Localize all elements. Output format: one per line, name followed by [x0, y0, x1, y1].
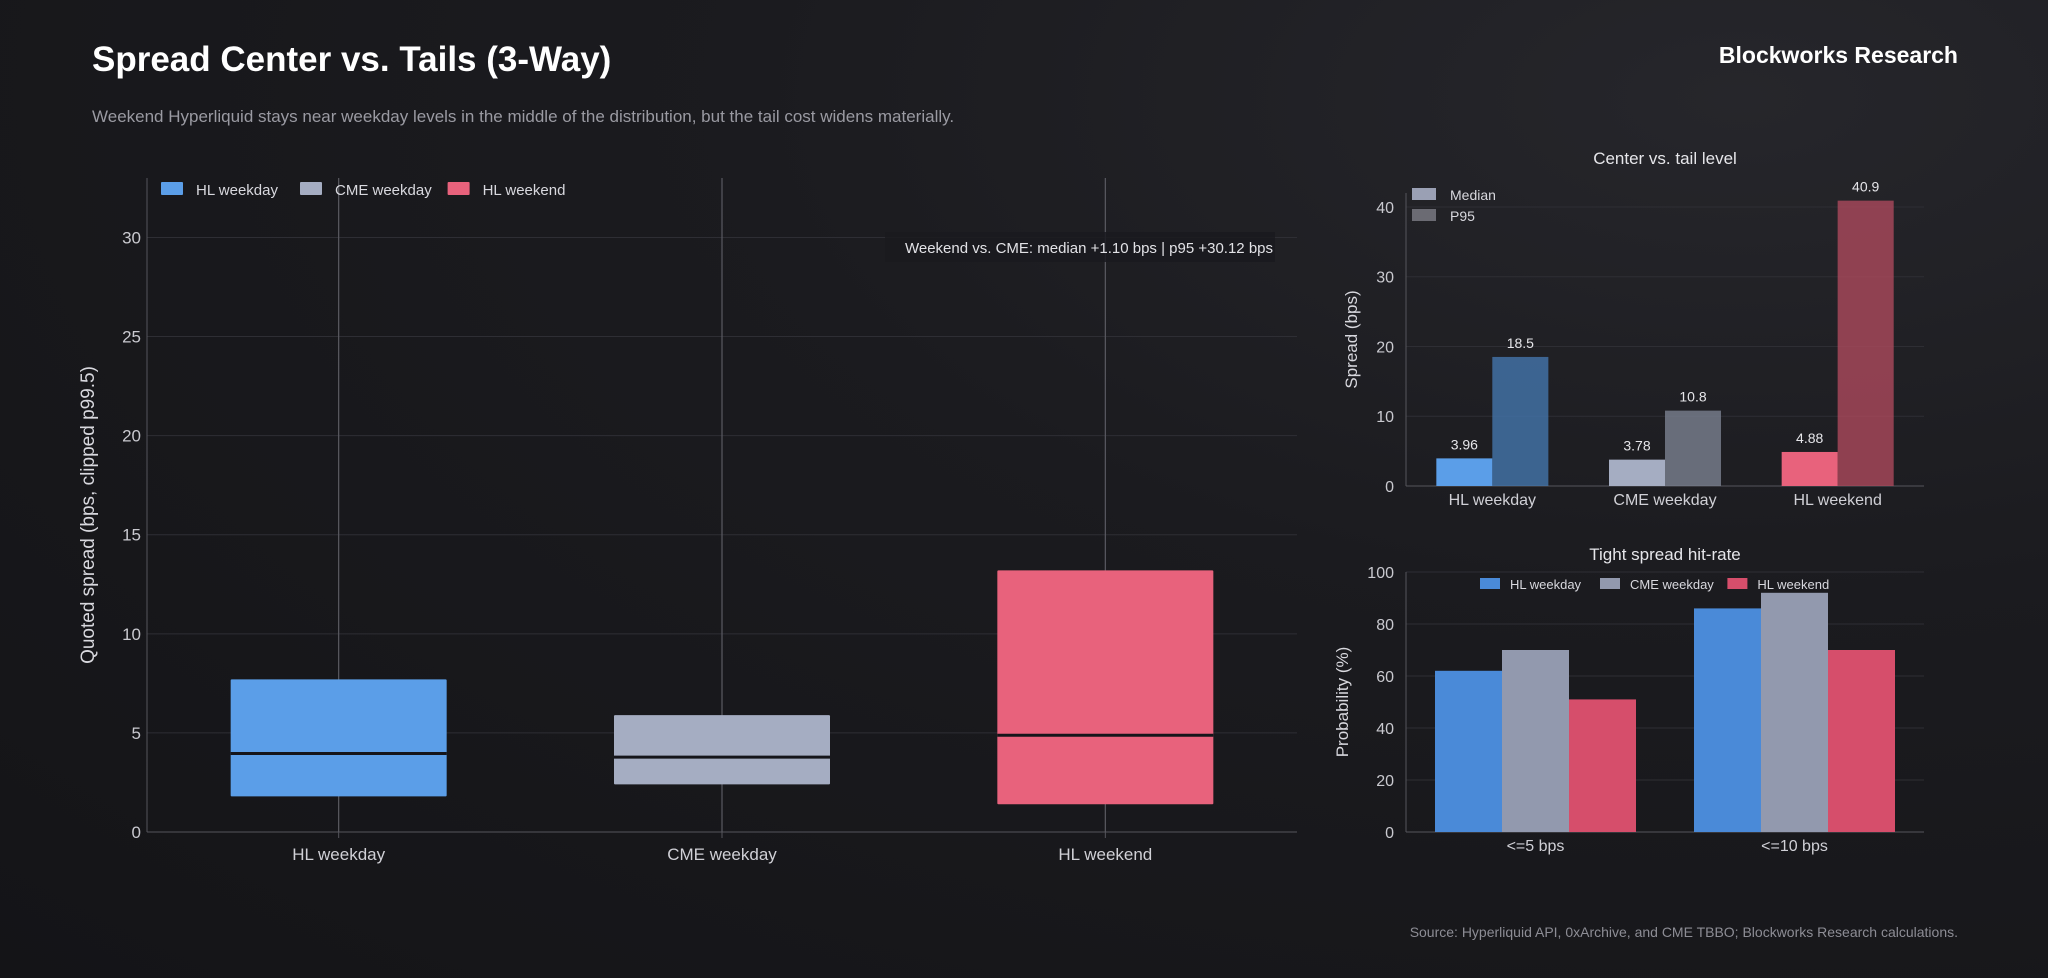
bar-median-hl-weekday — [1436, 458, 1493, 486]
bar-value-label: 40.9 — [1852, 179, 1879, 195]
bar-median-hl-weekend — [1781, 451, 1838, 486]
x-tick-label: <=10 bps — [1761, 838, 1828, 855]
x-tick-label: HL weekday — [292, 845, 385, 864]
legend-swatch — [1600, 578, 1620, 589]
chart-title: Center vs. tail level — [1593, 149, 1737, 168]
y-tick-label: 5 — [132, 724, 141, 743]
x-tick-label: CME weekday — [667, 845, 777, 864]
hit-rate-bar-chart: Tight spread hit-rate 0 20 40 60 80 100 Probabi… — [1333, 545, 1924, 855]
legend-label: HL weekend — [483, 182, 566, 199]
x-tick-label: HL weekday — [1449, 492, 1536, 509]
y-tick-label: 10 — [122, 625, 141, 644]
y-tick-label: 60 — [1376, 669, 1394, 686]
y-axis-label: Quoted spread (bps, clipped p99.5) — [78, 366, 99, 664]
legend-swatch — [1412, 188, 1436, 200]
y-tick-label: 20 — [1376, 339, 1394, 356]
x-tick-label: HL weekend — [1793, 492, 1881, 509]
bar-value-label: 4.88 — [1796, 430, 1823, 446]
bar-cme-weekday — [1761, 592, 1828, 832]
annotation-text: Weekend vs. CME: median +1.10 bps | p95 … — [905, 240, 1273, 257]
bar-value-label: 3.78 — [1623, 438, 1650, 454]
bar-shade — [1665, 410, 1721, 486]
y-tick-label: 30 — [122, 228, 141, 247]
bar-p95-hl-weekend — [1837, 200, 1894, 486]
page-subtitle: Weekend Hyperliquid stays near weekday l… — [92, 107, 955, 126]
bar-hl-weekday — [1435, 670, 1502, 832]
bar-hl-weekend — [1569, 699, 1636, 832]
legend-label: HL weekday — [196, 182, 278, 199]
legend-label: P95 — [1450, 208, 1475, 224]
y-tick-label: 20 — [122, 427, 141, 446]
legend-label: CME weekday — [1630, 577, 1714, 592]
bar-value-label: 18.5 — [1507, 335, 1534, 351]
y-tick-label: 40 — [1376, 721, 1394, 738]
y-axis-label: Probability (%) — [1333, 647, 1352, 758]
legend-swatch — [1727, 578, 1748, 589]
bar-shade — [1837, 200, 1894, 486]
y-tick-label: 100 — [1367, 565, 1394, 582]
legend-swatch — [447, 182, 470, 195]
box-hl-weekday — [230, 679, 447, 797]
annotation-bg — [885, 232, 1275, 262]
brand-logo-text: Blockworks Research — [1718, 42, 1958, 68]
box-hl-weekend — [997, 570, 1214, 805]
y-tick-label: 80 — [1376, 617, 1394, 634]
legend-swatch — [1480, 578, 1500, 589]
y-axis-label: Spread (bps) — [1342, 290, 1361, 388]
legend-label: HL weekend — [1757, 577, 1829, 592]
chart-title: Tight spread hit-rate — [1589, 545, 1741, 564]
bar-value-label: 3.96 — [1451, 436, 1478, 452]
y-tick-label: 25 — [122, 328, 141, 347]
legend-swatch — [300, 182, 322, 195]
y-tick-label: 30 — [1376, 270, 1394, 287]
bar-value-label: 10.8 — [1679, 389, 1706, 405]
y-tick-label: 0 — [132, 823, 141, 842]
x-tick-label: HL weekend — [1058, 845, 1152, 864]
x-tick-label: <=5 bps — [1507, 838, 1565, 855]
bar-shade — [1492, 356, 1549, 486]
x-tick-label: CME weekday — [1613, 492, 1716, 509]
bar-cme-weekday — [1502, 650, 1569, 832]
center-tail-bar-chart: Center vs. tail level 0 10 20 30 40 Spread (bp… — [1342, 149, 1924, 509]
legend-label: CME weekday — [335, 182, 432, 199]
legend-label: HL weekday — [1510, 577, 1582, 592]
bar-hl-weekday — [1694, 608, 1761, 832]
legend-swatch — [161, 182, 183, 195]
bar-median-cme-weekday — [1609, 459, 1665, 486]
y-tick-label: 0 — [1385, 825, 1394, 842]
source-note: Source: Hyperliquid API, 0xArchive, and … — [1409, 924, 1958, 940]
box-plot-group: 0 5 10 15 20 25 30 Quoted spread (bps, clipped … — [78, 178, 1297, 864]
bar-p95-hl-weekday — [1492, 356, 1549, 486]
legend-swatch — [1412, 209, 1436, 221]
bar-p95-cme-weekday — [1665, 410, 1721, 486]
y-tick-label: 40 — [1376, 200, 1394, 217]
bar-hl-weekend — [1828, 650, 1895, 832]
y-tick-label: 15 — [122, 526, 141, 545]
y-tick-label: 10 — [1376, 409, 1394, 426]
y-tick-label: 20 — [1376, 773, 1394, 790]
y-tick-label: 0 — [1385, 479, 1394, 496]
page-title: Spread Center vs. Tails (3-Way) — [92, 40, 612, 79]
legend-label: Median — [1450, 187, 1496, 203]
box-cme-weekday — [614, 715, 830, 785]
